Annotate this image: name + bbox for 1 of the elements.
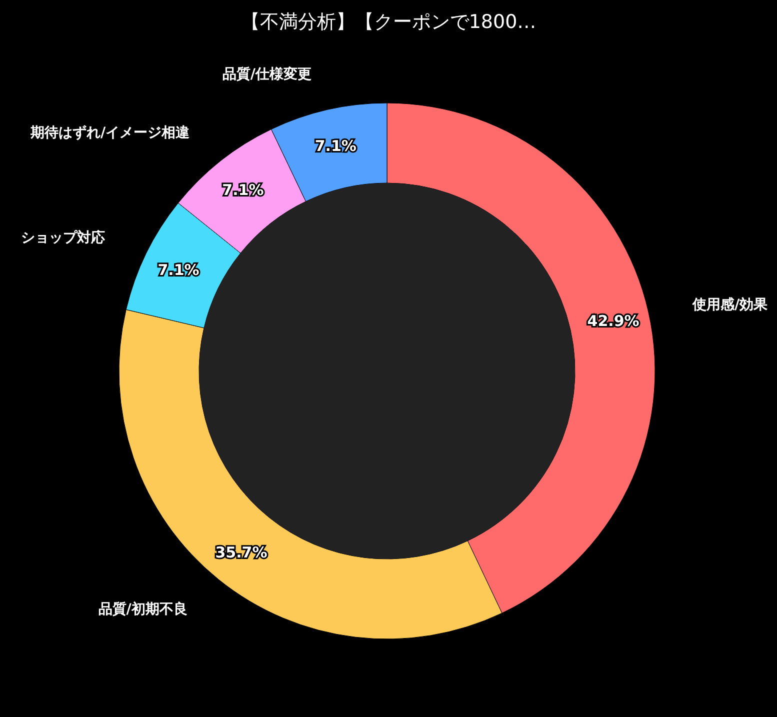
title: 【不満分析】【クーポンで1800… xyxy=(240,11,536,33)
